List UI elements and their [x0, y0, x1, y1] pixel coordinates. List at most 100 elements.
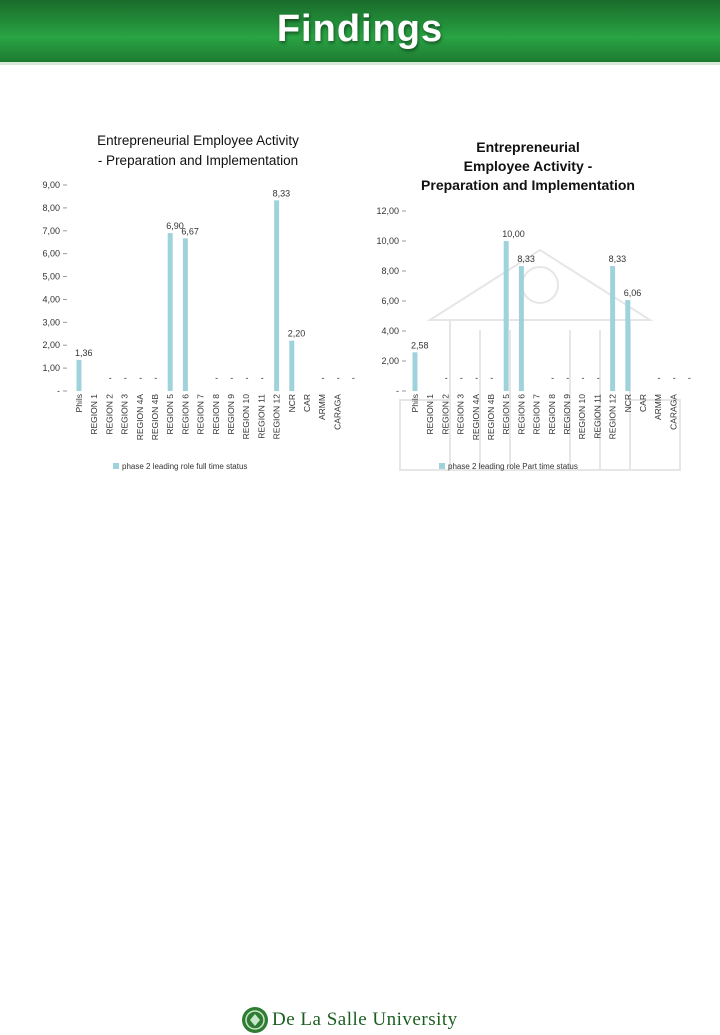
chart-1-y-tick: -	[57, 386, 60, 396]
chart-1-data-label: -	[322, 373, 325, 383]
chart-2-x-tick: REGION 4A	[471, 394, 481, 441]
chart-1-data-label: -	[139, 373, 142, 383]
chart-2-bar	[503, 241, 509, 391]
chart-part-time: Entrepreneurial Employee Activity - Prep…	[376, 139, 690, 471]
title-banner: Findings	[0, 0, 720, 62]
chart-2-data-label: -	[566, 373, 569, 383]
chart-2-x-tick: REGION 6	[516, 394, 526, 435]
chart-1-x-tick: REGION 4A	[135, 394, 145, 441]
chart-2-x-tick: REGION 1	[425, 394, 435, 435]
chart-1-data-label: -	[124, 373, 127, 383]
university-seal-icon	[242, 1007, 268, 1033]
chart-2-bar	[412, 352, 418, 391]
chart-1-legend-label: phase 2 leading role full time status	[122, 462, 247, 471]
chart-1-y-tick: 8,00	[42, 203, 60, 213]
chart-2-data-label: -	[597, 373, 600, 383]
chart-1-data-label: -	[230, 373, 233, 383]
chart-1-data-label: -	[246, 373, 249, 383]
chart-1-x-tick: REGION 2	[104, 394, 114, 435]
chart-full-time: Entrepreneurial Employee Activity - Prep…	[42, 133, 354, 471]
chart-1-x-tick: REGION 12	[272, 394, 282, 440]
chart-2-data-label: -	[475, 373, 478, 383]
chart-1-bar	[274, 200, 280, 391]
chart-1-y-tick: 9,00	[42, 180, 60, 190]
chart-2-x-tick: REGION 12	[608, 394, 618, 440]
chart-2-y-tick: 6,00	[381, 296, 399, 306]
chart-2-y-tick: -	[396, 386, 399, 396]
chart-1-legend-swatch	[113, 463, 119, 469]
chart-1-x-tick: REGION 9	[226, 394, 236, 435]
chart-1-y-tick: 3,00	[42, 317, 60, 327]
chart-2-x-tick: ARMM	[653, 394, 663, 420]
chart-2-x-tick: REGION 5	[501, 394, 511, 435]
chart-2-title-line-2: Employee Activity -	[464, 158, 593, 174]
chart-2-y-axis: - 2,00 4,00 6,00 8,00 10,00 12,00	[376, 206, 406, 396]
chart-2-x-tick: REGION 11	[592, 394, 602, 439]
chart-2-title-line-1: Entrepreneurial	[476, 139, 579, 155]
chart-1-x-tick: REGION 4B	[150, 394, 160, 441]
chart-2-x-tick: CARAGA	[668, 394, 678, 430]
chart-2-bar	[610, 266, 616, 391]
chart-1-bars: 1,36-----6,906,67-----8,332,20---	[75, 188, 355, 391]
chart-1-data-label: 6,67	[181, 226, 199, 236]
chart-2-legend-label: phase 2 leading role Part time status	[448, 462, 578, 471]
chart-1-y-tick: 7,00	[42, 226, 60, 236]
chart-2-legend: phase 2 leading role Part time status	[439, 462, 578, 471]
chart-1-data-label: 2,20	[288, 329, 306, 339]
chart-1-legend: phase 2 leading role full time status	[113, 462, 247, 471]
chart-1-title-line-1: Entrepreneurial Employee Activity	[97, 133, 299, 148]
chart-1-data-label: -	[337, 373, 340, 383]
chart-1-x-tick: REGION 5	[165, 394, 175, 435]
chart-2-data-label: -	[445, 373, 448, 383]
chart-2-data-label: 10,00	[502, 229, 525, 239]
chart-1-x-tick: REGION 7	[196, 394, 206, 435]
chart-1-bar	[182, 238, 188, 391]
chart-2-data-label: -	[582, 373, 585, 383]
chart-1-y-tick: 4,00	[42, 294, 60, 304]
building-watermark-icon	[399, 248, 681, 471]
chart-1-y-axis: - 1,00 2,00 3,00 4,00 5,00 6,00 7,00 8,00 9,00	[42, 180, 67, 396]
chart-1-y-tick: 1,00	[42, 363, 60, 373]
chart-1-x-tick: CAR	[302, 394, 312, 412]
chart-1-x-tick: ARMM	[317, 394, 327, 420]
chart-1-data-label: 6,90	[166, 221, 184, 231]
chart-1-title-line-2: - Preparation and Implementation	[98, 153, 298, 168]
chart-2-x-tick: REGION 10	[577, 394, 587, 440]
chart-2-x-tick: REGION 9	[562, 394, 572, 435]
chart-2-data-label: -	[490, 373, 493, 383]
chart-1-data-label: -	[352, 373, 355, 383]
chart-1-x-tick: CARAGA	[332, 394, 342, 430]
chart-1-data-label: -	[109, 373, 112, 383]
chart-2-bar	[518, 266, 524, 391]
chart-1-x-tick: Phils	[74, 394, 84, 412]
chart-1-data-label: -	[154, 373, 157, 383]
university-name: De La Salle University	[272, 1009, 458, 1030]
chart-1-data-label: 1,36	[75, 348, 93, 358]
chart-2-x-tick: REGION 8	[547, 394, 557, 435]
page-title: Findings	[276, 8, 444, 50]
charts-canvas: Entrepreneurial Employee Activity - Prep…	[42, 133, 690, 471]
chart-2-data-label: -	[688, 373, 691, 383]
chart-2-x-tick: REGION 4B	[486, 394, 496, 441]
chart-2-data-label: -	[658, 373, 661, 383]
chart-2-y-tick: 8,00	[381, 266, 399, 276]
chart-1-data-label: 8,33	[273, 188, 291, 198]
chart-2-x-tick: REGION 7	[532, 394, 542, 435]
chart-2-y-tick: 4,00	[381, 326, 399, 336]
chart-2-x-tick: REGION 2	[440, 394, 450, 435]
chart-1-x-tick: REGION 10	[241, 394, 251, 440]
chart-1-y-tick: 5,00	[42, 272, 60, 282]
chart-1-bar	[167, 233, 173, 391]
chart-2-data-label: 8,33	[517, 254, 535, 264]
chart-1-x-tick: NCR	[287, 394, 297, 412]
chart-1-x-tick: REGION 1	[89, 394, 99, 435]
chart-1-x-tick: REGION 3	[120, 394, 130, 435]
footer: De La Salle University	[0, 500, 720, 1033]
chart-1-data-label: -	[215, 373, 218, 383]
header-divider	[0, 62, 720, 65]
chart-1-y-tick: 6,00	[42, 249, 60, 259]
chart-2-bars: 2,58-----10,008,33-----8,336,06---	[411, 229, 691, 391]
chart-1-bar	[289, 340, 295, 391]
chart-1-x-tick: REGION 6	[180, 394, 190, 435]
chart-1-y-tick: 2,00	[42, 340, 60, 350]
